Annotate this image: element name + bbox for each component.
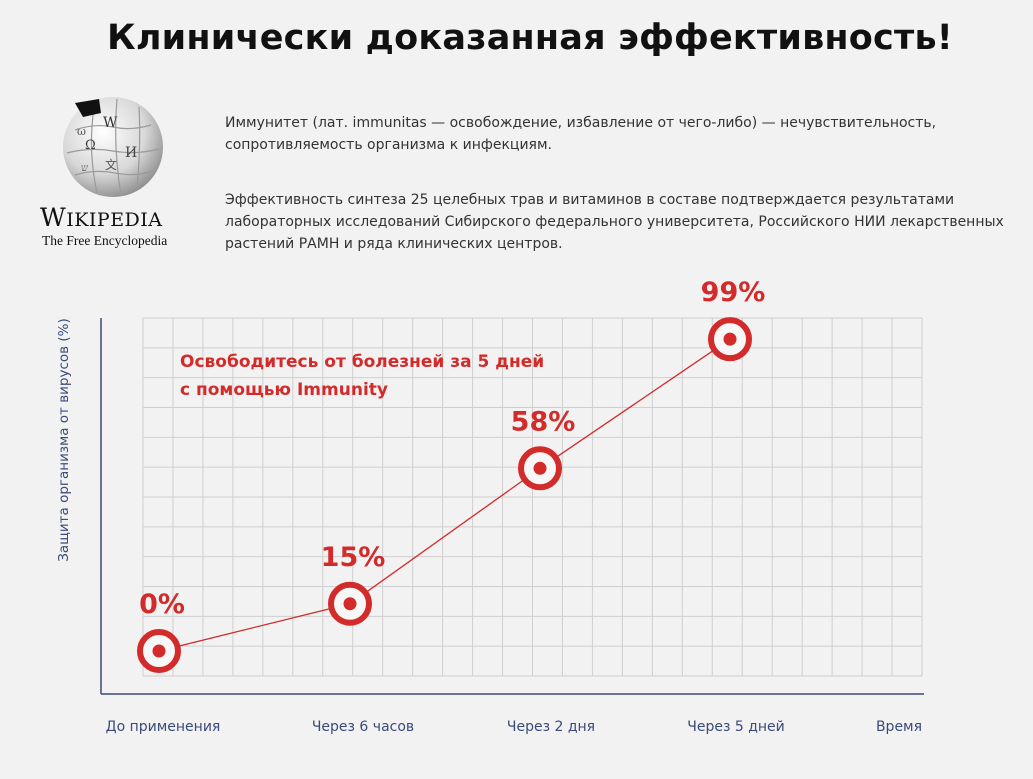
data-point-dot [343,597,357,611]
wikipedia-wordmark: WIKIPEDIA [40,203,163,232]
data-point-target [518,446,562,491]
x-tick-label: До применения [106,719,221,735]
data-point-dot [152,644,166,658]
data-point-target [708,317,752,362]
x-axis-label: Время [876,719,922,735]
intro-paragraph-efficacy: Эффективность синтеза 25 целебных трав и… [225,192,1004,252]
data-label: 0% [139,589,185,620]
svg-text:ש: ש [81,163,88,174]
data-label: 58% [511,406,576,437]
wikipedia-globe-icon: W Ω И ω 文 ש [63,97,163,197]
x-tick-label: Через 6 часов [312,719,414,735]
chart-marks: 0% 15% 58% 99% [137,277,766,673]
chart-annotation-line-2: с помощью Immunity [180,380,388,400]
series-line [158,338,731,652]
data-label: 99% [701,277,766,308]
svg-text:文: 文 [105,157,117,172]
data-point-dot [533,461,547,475]
wikipedia-tagline: The Free Encyclopedia [42,233,168,248]
svg-text:Ω: Ω [85,138,96,153]
intro-paragraph-immunity: Иммунитет (лат. immunitas — освобождение… [225,115,937,153]
chart-annotation-line-1: Освободитесь от болезней за 5 дней [180,352,544,372]
data-point-target [328,581,372,626]
svg-text:W: W [103,115,118,131]
x-tick-label: Через 5 дней [687,719,785,735]
y-axis-label: Защита организма от вирусов (%) [56,318,72,562]
data-point-target [137,629,181,673]
x-tick-labels: До применения Через 6 часов Через 2 дня Чер… [106,719,785,735]
svg-text:И: И [125,145,137,161]
data-label: 15% [321,542,386,573]
page-title: Клинически доказанная эффективность! [107,18,953,58]
data-point-dot [723,332,737,346]
svg-text:ω: ω [77,125,86,138]
wikipedia-logo: W Ω И ω 文 ש WIKIPEDIA The Free Encyclope… [38,95,188,255]
x-tick-label: Через 2 дня [507,719,595,735]
